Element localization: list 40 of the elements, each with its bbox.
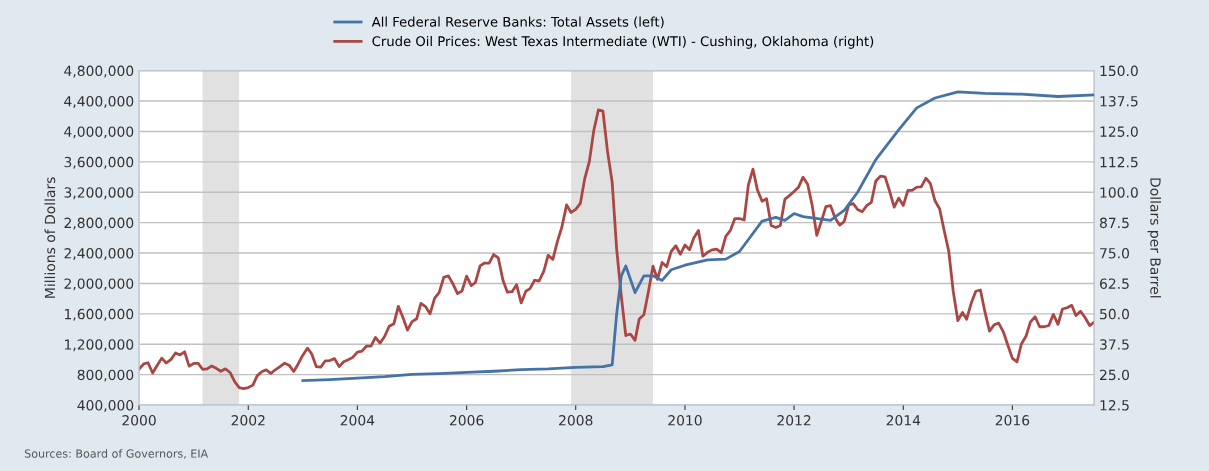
y2-tick-label: 75.0 xyxy=(1100,248,1130,259)
y-axis-title: Millions of Dollars xyxy=(44,177,56,298)
source-note: Sources: Board of Governors, EIA xyxy=(24,449,209,459)
line-series xyxy=(301,90,1095,382)
y-tick-label: 4,800,000 xyxy=(64,65,134,78)
legend-label: All Federal Reserve Banks: Total Assets (left) xyxy=(371,16,664,29)
y2-tick-label: 100.0 xyxy=(1100,187,1138,198)
x-tick-label: 2014 xyxy=(886,415,921,426)
y-tick-label: 1,200,000 xyxy=(65,339,134,352)
y-tick-label: 3,200,000 xyxy=(64,187,134,200)
x-tick-label: 2000 xyxy=(122,415,156,426)
y-tick-label: 2,000,000 xyxy=(64,278,134,291)
y2-tick-label: 62.5 xyxy=(1099,278,1129,289)
x-tick-label: 2012 xyxy=(777,415,811,426)
y2-tick-label: 150.0 xyxy=(1100,65,1138,77)
y-tick-label: 4,400,000 xyxy=(64,96,134,108)
x-tick-label: 2008 xyxy=(559,415,593,426)
y2-tick-label: 112.5 xyxy=(1100,156,1138,168)
y2-tick-label: 137.5 xyxy=(1100,96,1138,107)
legend-label: Crude Oil Prices: West Texas Intermediate (WTI) - Cushing, Oklahoma (right) xyxy=(372,35,874,49)
y2-tick-label: 25.0 xyxy=(1100,369,1130,381)
y-tick-label: 400,000 xyxy=(77,400,134,412)
y2-tick-label: 50.0 xyxy=(1100,308,1130,320)
x-tick-label: 2016 xyxy=(995,415,1030,426)
line-series xyxy=(139,108,1095,390)
y-tick-label: 1,600,000 xyxy=(65,308,134,321)
x-tick-label: 2004 xyxy=(340,415,375,426)
y2-tick-label: 87.5 xyxy=(1099,217,1129,229)
y2-tick-label: 37.5 xyxy=(1100,339,1129,350)
y-tick-label: 800,000 xyxy=(77,369,134,382)
y2-tick-label: 12.5 xyxy=(1100,400,1129,411)
y2-tick-label: 125.0 xyxy=(1100,126,1138,137)
x-tick-label: 2006 xyxy=(449,415,484,426)
y-tick-label: 2,800,000 xyxy=(64,217,134,230)
y2-axis-title: Dollars per Barrel xyxy=(1147,178,1161,298)
y-tick-label: 3,600,000 xyxy=(64,156,134,169)
x-tick-label: 2002 xyxy=(231,415,265,426)
y-tick-label: 4,000,000 xyxy=(64,126,134,139)
x-tick-label: 2010 xyxy=(668,415,702,426)
y-tick-label: 2,400,000 xyxy=(64,248,134,260)
